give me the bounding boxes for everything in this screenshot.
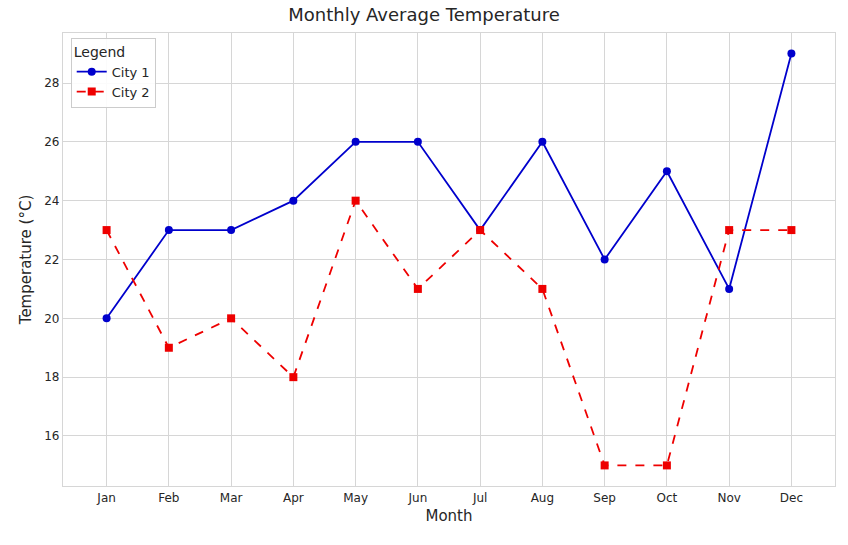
svg-text:Aug: Aug [531,491,554,505]
svg-text:Feb: Feb [158,491,179,505]
svg-text:Jan: Jan [96,491,116,505]
svg-text:24: 24 [44,194,59,208]
svg-text:Legend: Legend [74,44,125,60]
svg-text:20: 20 [44,312,59,326]
svg-text:Jul: Jul [472,491,487,505]
svg-text:Jun: Jun [407,491,427,505]
svg-text:City 1: City 1 [112,65,150,80]
svg-text:Apr: Apr [283,491,304,505]
svg-text:Mar: Mar [220,491,243,505]
svg-text:Nov: Nov [717,491,740,505]
svg-text:22: 22 [44,253,59,267]
svg-text:City 2: City 2 [112,85,150,100]
svg-text:Monthly Average Temperature: Monthly Average Temperature [288,4,559,25]
svg-text:26: 26 [44,135,59,149]
svg-text:Dec: Dec [780,491,803,505]
svg-text:Temperature (°C): Temperature (°C) [17,195,35,325]
svg-text:18: 18 [44,370,59,384]
svg-text:May: May [343,491,368,505]
svg-text:Sep: Sep [593,491,616,505]
svg-text:Oct: Oct [657,491,678,505]
svg-text:16: 16 [44,429,59,443]
svg-text:Month: Month [425,507,472,525]
svg-text:28: 28 [44,76,59,90]
